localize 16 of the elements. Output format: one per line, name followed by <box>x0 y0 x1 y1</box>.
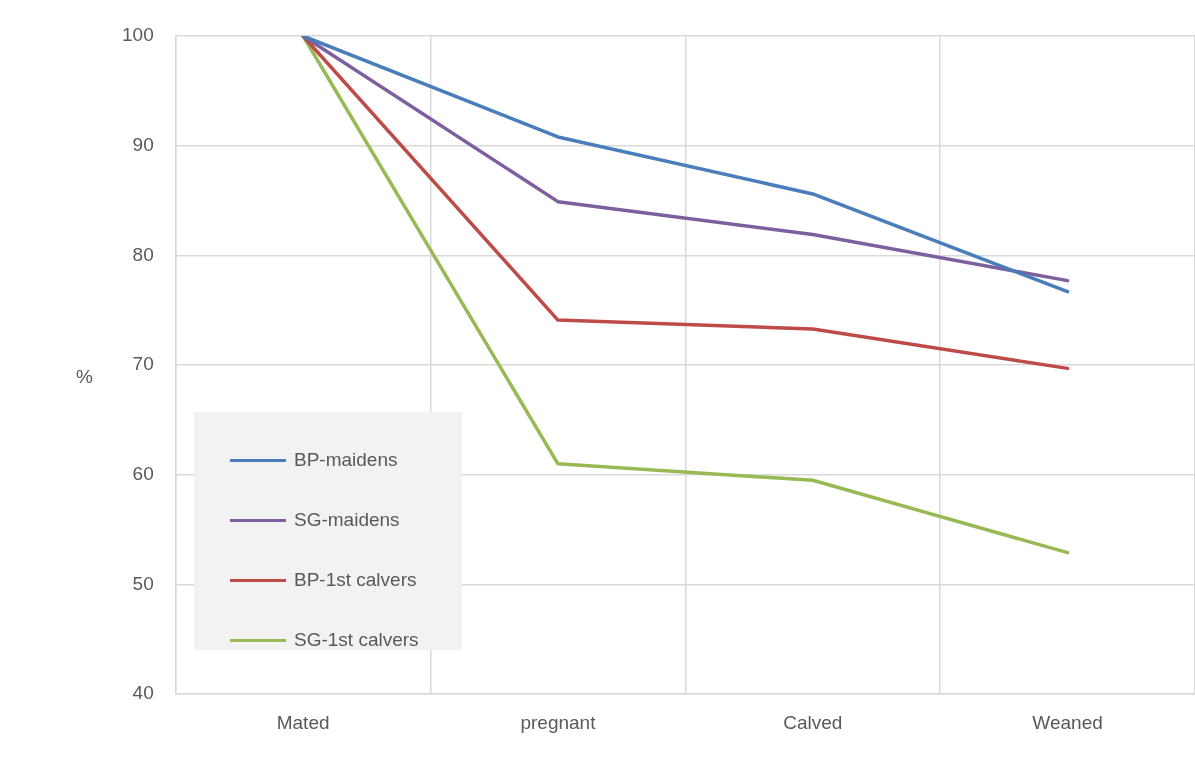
y-tick-label: 80 <box>132 243 154 265</box>
x-tick-label: Calved <box>783 711 843 733</box>
legend-label: SG-maidens <box>294 509 400 531</box>
y-tick-label: 40 <box>132 682 154 704</box>
y-tick-label: 60 <box>132 463 154 485</box>
y-axis-title: % <box>76 366 93 388</box>
y-tick-label: 50 <box>132 572 154 594</box>
x-tick-label: Mated <box>276 711 330 733</box>
legend-label: BP-1st calvers <box>294 569 417 591</box>
legend-label: BP-maidens <box>294 449 398 471</box>
legend-label: SG-1st calvers <box>294 629 419 651</box>
x-tick-label: Weaned <box>1032 711 1103 733</box>
x-tick-label: pregnant <box>520 711 597 733</box>
y-tick-label: 70 <box>132 353 154 375</box>
y-tick-label: 100 <box>122 24 154 46</box>
y-tick-label: 90 <box>132 133 154 155</box>
